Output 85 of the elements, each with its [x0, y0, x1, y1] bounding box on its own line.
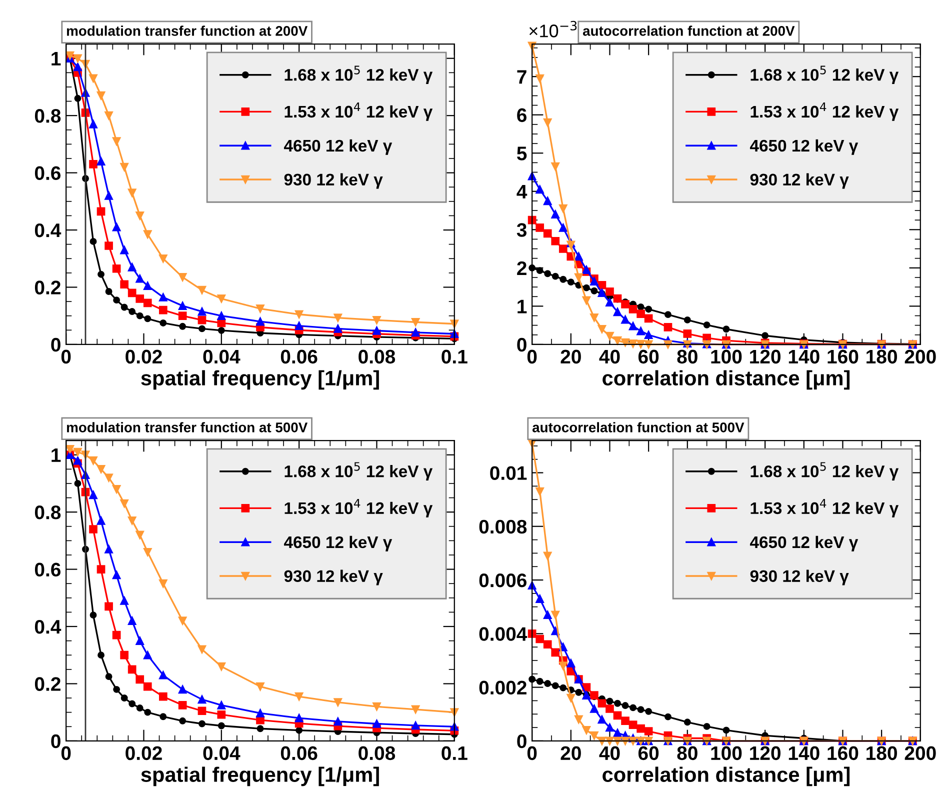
x-tick-label: 0.06: [280, 746, 318, 760]
x-tick-label: 0.04: [203, 350, 240, 364]
legend-label: 930 12 keV γ: [750, 570, 849, 586]
legend-label: 4650 12 keV γ: [750, 536, 858, 552]
x-tick-label: 0.02: [126, 746, 162, 760]
legend-label: 4650 12 keV γ: [284, 139, 392, 155]
y-tick-label: 5: [516, 146, 527, 160]
y-tick-label: 1: [52, 448, 61, 462]
x-tick-label: 0.1: [442, 746, 468, 760]
x-tick-label: 140: [788, 746, 820, 760]
y-tick-label: 7: [517, 70, 526, 84]
legend-label: 930 12 keV γ: [750, 173, 849, 189]
legend-label: 4650 12 keV γ: [750, 139, 858, 155]
x-tick-label: 100: [711, 746, 742, 760]
chart-title: modulation transfer function at 500V: [66, 422, 308, 432]
text: ×10$^{−3}$: [529, 20, 577, 38]
x-tick-label: 60: [638, 746, 659, 760]
x-tick-label: 60: [638, 350, 659, 364]
x-tick-label: 40: [599, 350, 620, 364]
y-tick-label: 0.004: [479, 627, 528, 641]
y-tick-label: 0: [517, 338, 526, 352]
x-tick-label: 160: [828, 746, 858, 760]
x-tick-label: 0.08: [358, 350, 396, 364]
x-tick-label: 0.1: [442, 350, 468, 364]
x-tick-label: 0: [61, 746, 71, 760]
x-axis-title: spatial frequency [1/μm]: [141, 766, 379, 786]
x-axis-title: spatial frequency [1/μm]: [141, 370, 379, 390]
x-tick-label: 180: [866, 746, 897, 760]
x-tick-label: 0.02: [126, 350, 162, 364]
x-tick-label: 0: [61, 350, 71, 364]
y-tick-label: 0.8: [34, 506, 61, 520]
y-tick-label: 0: [517, 734, 526, 748]
legend-label: 1.68 x 10$^{5}$ 12 keV γ: [750, 66, 899, 84]
y-tick-label: 0.008: [479, 520, 527, 534]
x-tick-label: 80: [677, 746, 698, 760]
x-tick-label: 120: [750, 746, 780, 760]
x-tick-label: 0: [527, 350, 537, 364]
y-tick-label: 3: [516, 223, 527, 237]
y-tick-label: 0: [51, 734, 60, 748]
y-tick-label: 0.6: [34, 166, 61, 180]
y-tick-label: 0.2: [34, 677, 60, 691]
y-tick-label: 0.2: [34, 280, 60, 294]
y-tick-label: 1: [52, 52, 61, 66]
y-tick-label: 0.01: [490, 466, 527, 480]
x-axis-title: correlation distance [μm]: [602, 766, 850, 786]
x-axis-title: correlation distance [μm]: [602, 370, 850, 390]
y-tick-label: 0.4: [34, 620, 62, 634]
x-tick-label: 140: [788, 350, 820, 364]
x-tick-label: 200: [904, 350, 936, 364]
x-tick-label: 20: [560, 746, 581, 760]
legend-label: 1.68 x 10$^{5}$ 12 keV γ: [750, 462, 899, 481]
y-tick-label: 0.006: [479, 573, 527, 588]
y-tick-label: 6: [517, 108, 527, 122]
y-tick-label: 4: [516, 185, 528, 198]
y-tick-label: 2: [517, 261, 526, 275]
legend-label: 1.68 x 10$^{5}$ 12 keV γ: [284, 66, 433, 84]
y-tick-label: 0.4: [34, 223, 62, 238]
x-tick-label: 200: [904, 746, 936, 760]
legend-label: 930 12 keV γ: [284, 173, 383, 189]
x-tick-label: 0: [527, 746, 537, 760]
legend-label: 1.53 x 10$^{4}$ 12 keV γ: [284, 499, 433, 518]
x-tick-label: 40: [599, 746, 620, 760]
legend-label: 4650 12 keV γ: [284, 536, 392, 552]
y-tick-label: 0.002: [479, 680, 526, 695]
y-tick-label: 1: [518, 300, 527, 314]
y-tick-label: 0: [51, 338, 60, 352]
chart-title: autocorrelation function at 200V: [582, 26, 795, 36]
x-tick-label: 0.04: [203, 746, 240, 760]
x-tick-label: 80: [677, 350, 698, 364]
legend-label: 1.68 x 10$^{5}$ 12 keV γ: [284, 462, 433, 481]
x-tick-label: 180: [866, 350, 897, 364]
x-tick-label: 0.06: [280, 350, 318, 364]
y-tick-label: 0.8: [34, 109, 61, 123]
chart-title: autocorrelation function at 500V: [532, 422, 744, 432]
legend-label: 1.53 x 10$^{4}$ 12 keV γ: [750, 499, 899, 518]
legend-label: 1.53 x 10$^{4}$ 12 keV γ: [750, 102, 899, 121]
y-tick-label: 0.6: [34, 562, 61, 577]
x-tick-label: 0.08: [358, 746, 396, 760]
x-tick-label: 160: [828, 350, 858, 364]
x-tick-label: 20: [560, 350, 581, 364]
legend-label: 1.53 x 10$^{4}$ 12 keV γ: [284, 102, 433, 121]
x-tick-label: 100: [711, 350, 742, 364]
chart-title: modulation transfer function at 200V: [66, 26, 308, 36]
x-tick-label: 120: [750, 350, 780, 364]
legend-label: 930 12 keV γ: [284, 570, 383, 586]
